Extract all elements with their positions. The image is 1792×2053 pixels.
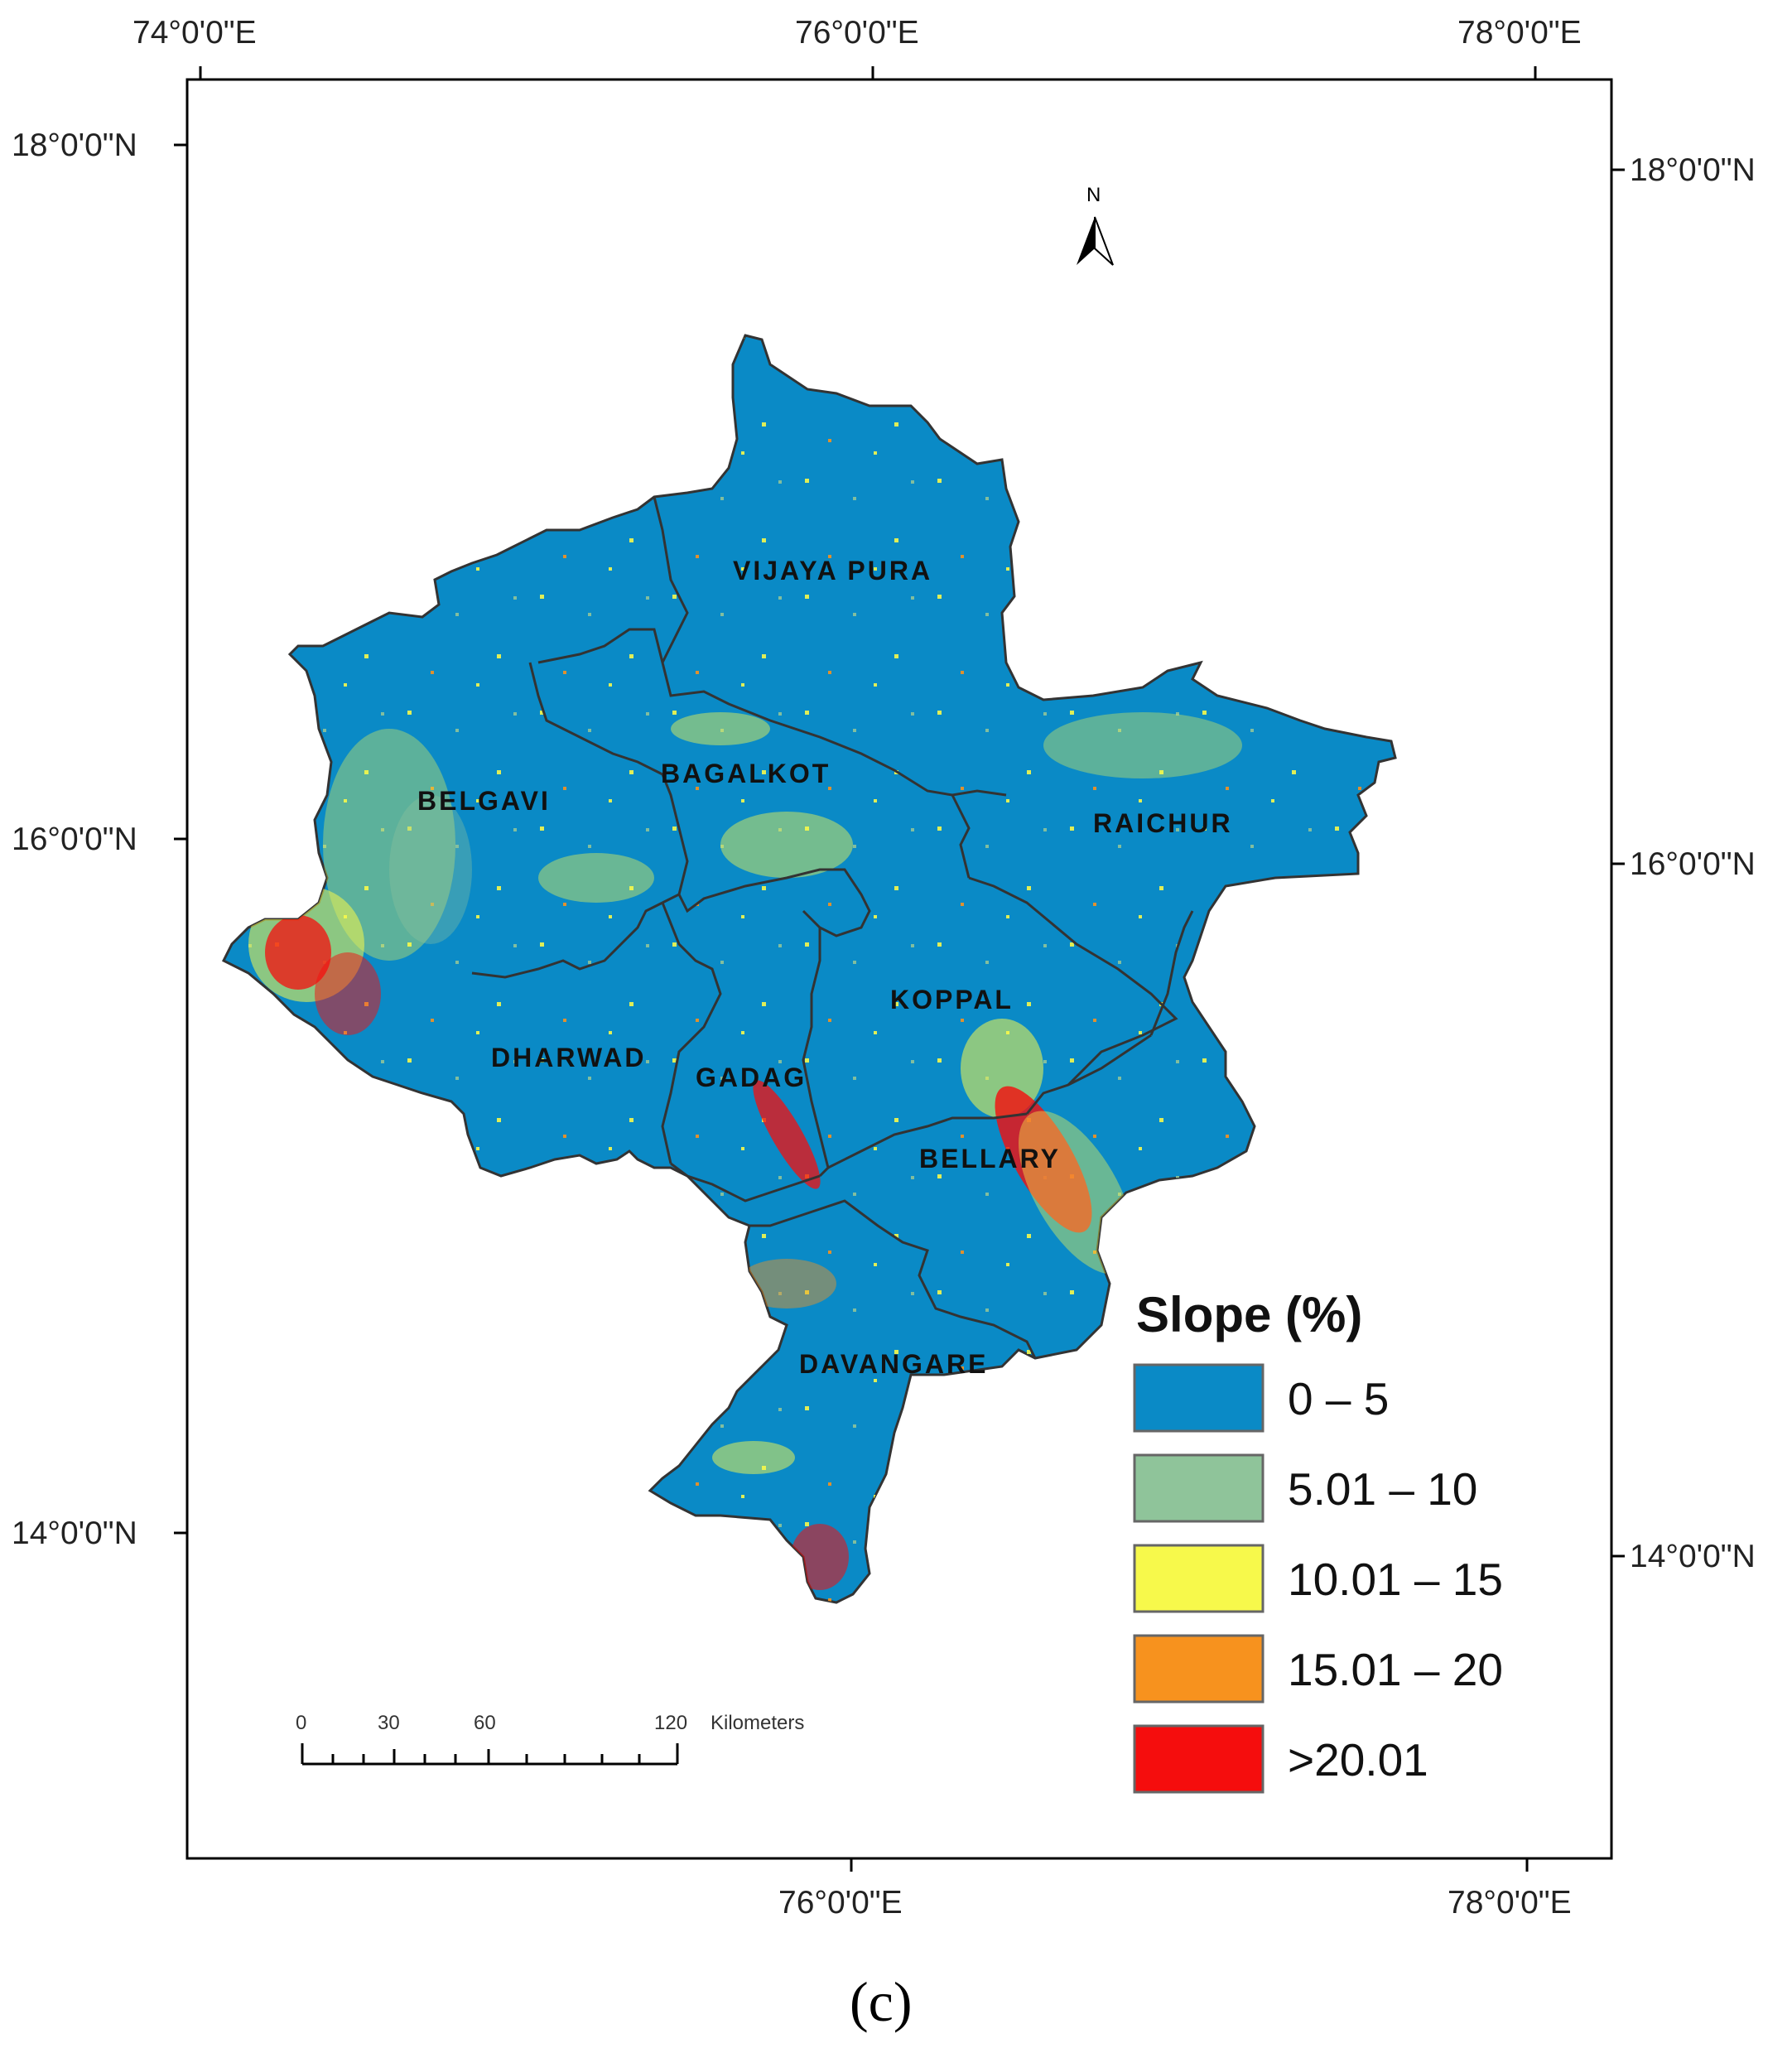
- district-label-bellary: BELLARY: [919, 1144, 1061, 1173]
- scale-tick-label-120: 120: [654, 1712, 687, 1734]
- district-boundaries: [471, 496, 1194, 1359]
- scale-bar: 0 30 60 120 Kilometers: [296, 1712, 804, 1766]
- lat-label-left-16: 16°0'0"N: [12, 822, 137, 857]
- district-label-gadag: GADAG: [696, 1063, 807, 1092]
- scale-tick-label-60: 60: [474, 1712, 496, 1734]
- legend-title: Slope (%): [1136, 1287, 1362, 1342]
- legend-label-1: 5.01 – 10: [1288, 1463, 1477, 1515]
- legend-label-3: 15.01 – 20: [1288, 1644, 1503, 1695]
- lat-label-left-14: 14°0'0"N: [12, 1516, 137, 1551]
- district-label-vijayapura: VIJAYA PURA: [733, 556, 932, 586]
- lon-label-top-78: 78°0'0"E: [1457, 15, 1582, 51]
- legend-swatch-4: [1133, 1724, 1265, 1794]
- district-label-raichur: RAICHUR: [1093, 808, 1233, 838]
- lat-label-right-14: 14°0'0"N: [1630, 1539, 1756, 1574]
- district-label-belgavi: BELGAVI: [417, 786, 551, 816]
- legend-swatch-3: [1133, 1634, 1265, 1704]
- lat-label-right-18: 18°0'0"N: [1630, 152, 1756, 188]
- district-label-bagalkot: BAGALKOT: [661, 759, 831, 788]
- legend: Slope (%) 0 – 5 5.01 – 10 10.01 – 15 15.…: [1133, 1287, 1503, 1794]
- district-label-koppal: KOPPAL: [890, 985, 1014, 1014]
- lon-label-top-74: 74°0'0"E: [132, 15, 257, 51]
- north-arrow-icon: N: [1077, 184, 1114, 266]
- lon-label-bottom-76: 76°0'0"E: [778, 1885, 903, 1920]
- legend-swatch-1: [1133, 1453, 1265, 1523]
- north-label: N: [1086, 184, 1101, 206]
- lon-label-top-76: 76°0'0"E: [795, 15, 919, 51]
- scale-tick-label-30: 30: [378, 1712, 400, 1734]
- lon-label-bottom-78: 78°0'0"E: [1448, 1885, 1572, 1920]
- district-label-davangare: DAVANGARE: [799, 1349, 988, 1379]
- district-label-dharwad: DHARWAD: [491, 1043, 647, 1072]
- legend-swatch-2: [1133, 1544, 1265, 1613]
- legend-label-2: 10.01 – 15: [1288, 1554, 1503, 1605]
- lat-label-left-18: 18°0'0"N: [12, 128, 137, 163]
- frame-ticks: [174, 66, 1625, 1872]
- figure-caption: (c): [850, 1970, 912, 2033]
- legend-swatch-0: [1133, 1363, 1265, 1433]
- scale-unit-label: Kilometers: [711, 1712, 804, 1734]
- scale-tick-label-0: 0: [296, 1712, 306, 1734]
- legend-label-4: >20.01: [1288, 1734, 1428, 1786]
- lat-label-right-16: 16°0'0"N: [1630, 846, 1756, 882]
- legend-label-0: 0 – 5: [1288, 1373, 1389, 1424]
